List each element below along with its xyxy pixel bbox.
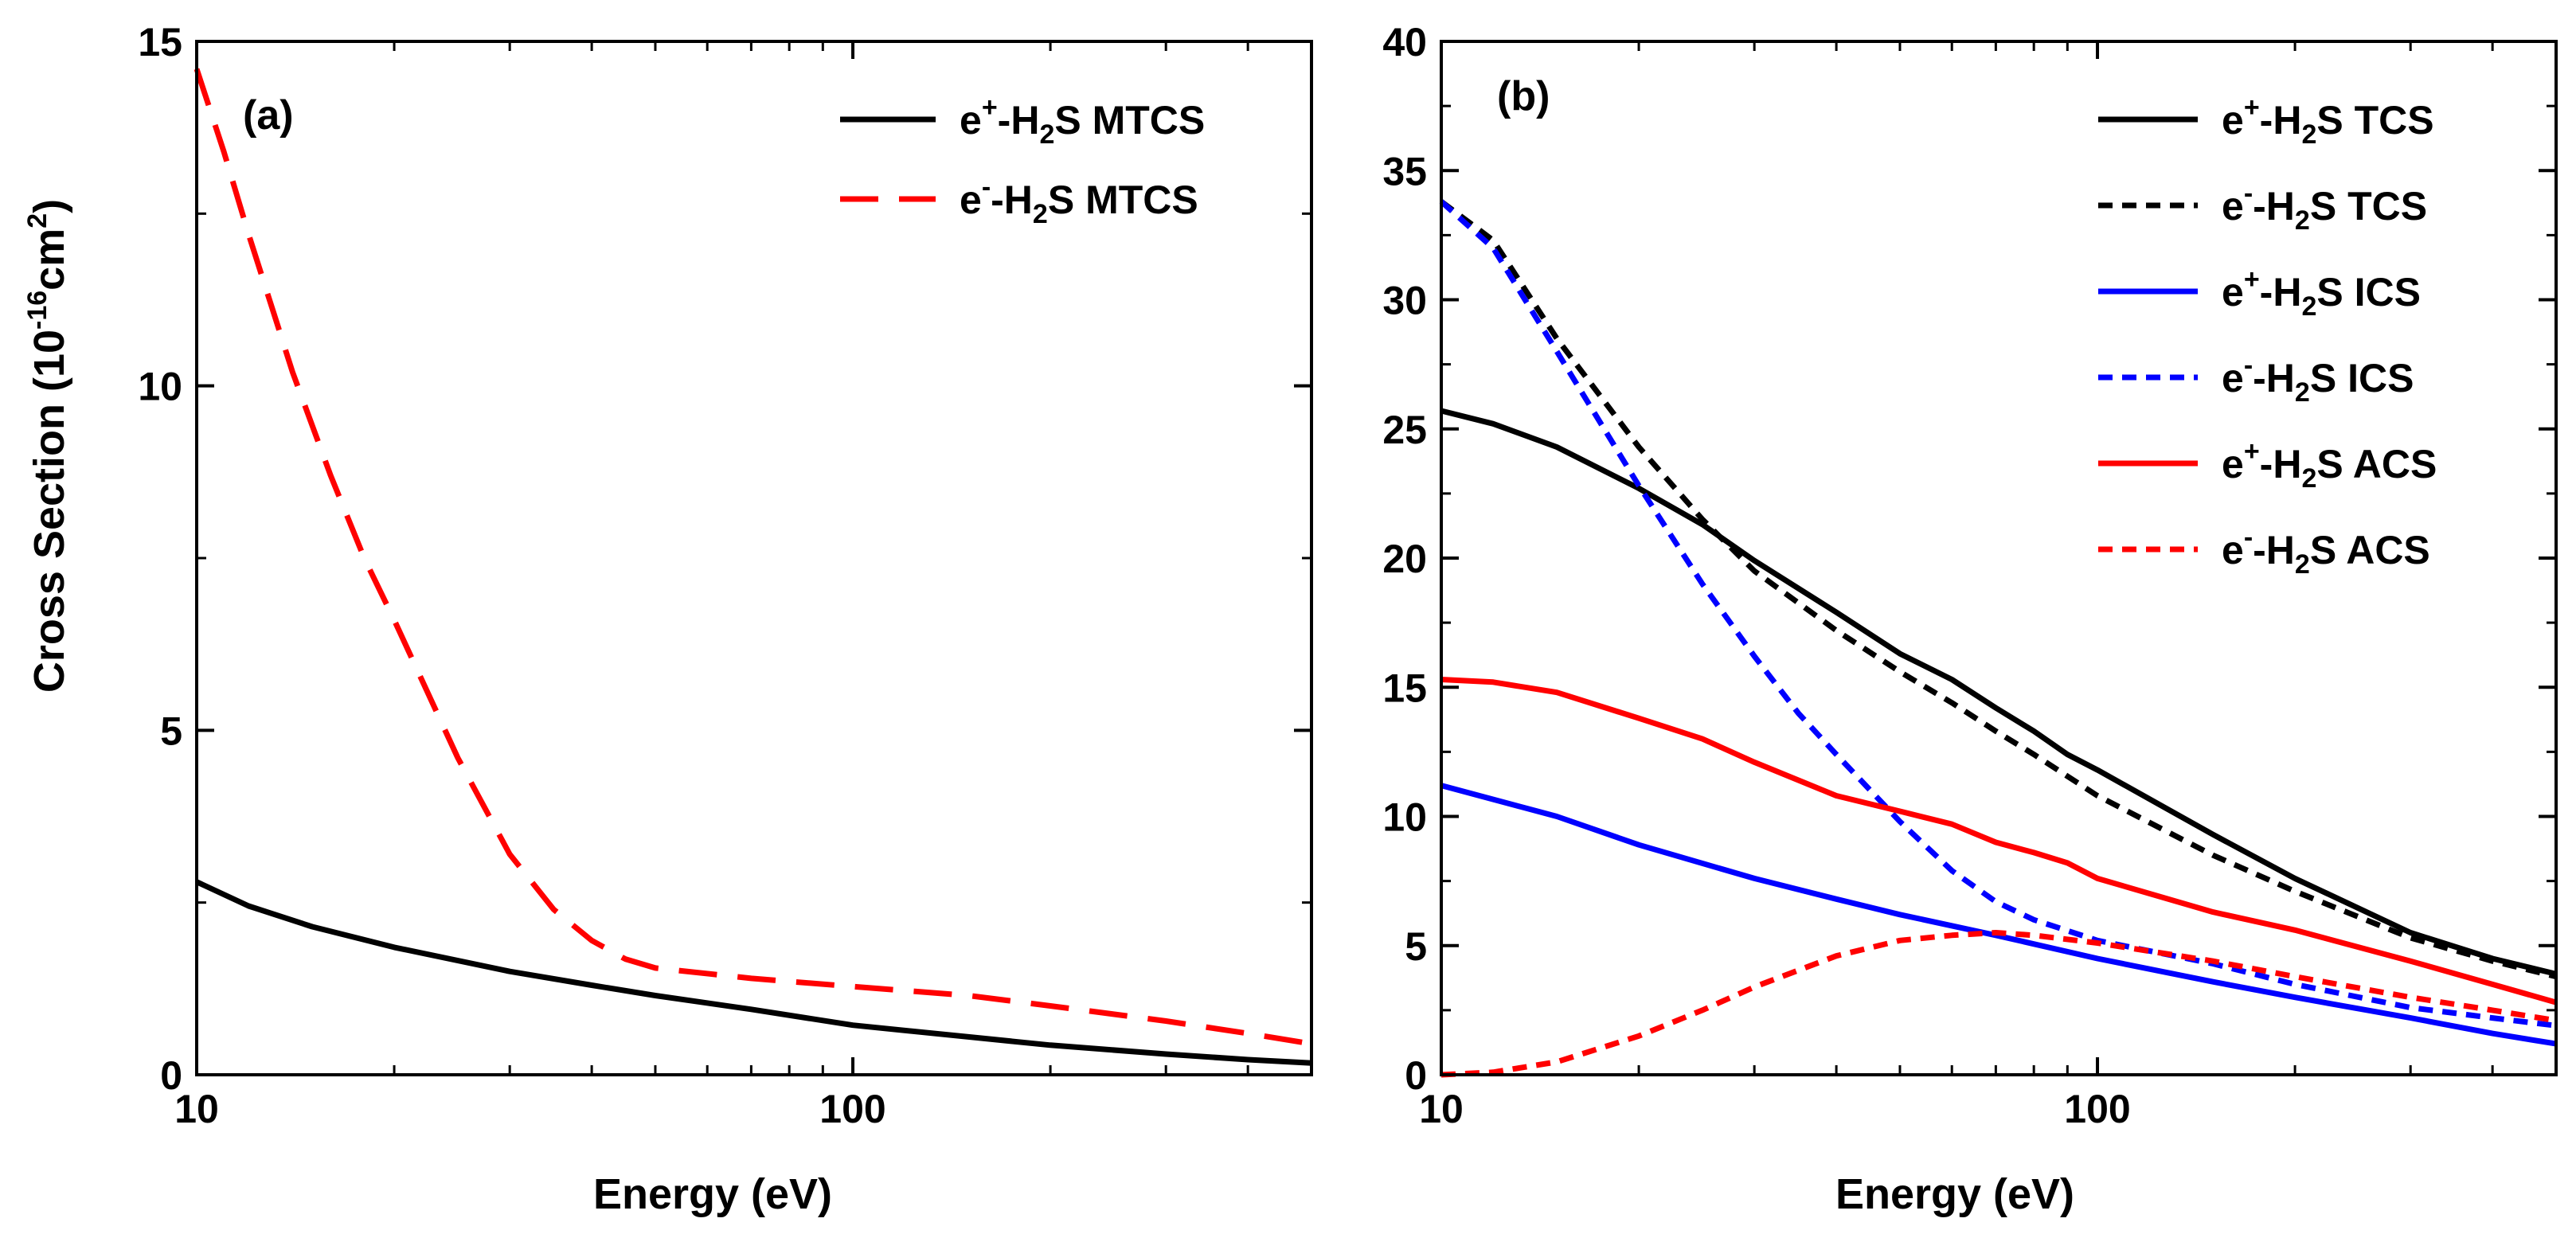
legend-part: S TCS xyxy=(2310,184,2427,228)
legend-part: -H xyxy=(2260,442,2302,486)
panel-b-ticks: 0 5 10 15 20 25 30 35 40 10 100 xyxy=(1382,20,2556,1131)
y-tick-label: 35 xyxy=(1382,149,1427,193)
legend-part: e xyxy=(2222,356,2244,400)
legend-part: S TCS xyxy=(2316,98,2433,143)
legend-part: e xyxy=(2222,442,2244,486)
panel-a-ticks: 0 5 10 15 10 100 xyxy=(138,20,1311,1131)
y-label-main: Cross Section (10 xyxy=(25,330,73,693)
y-tick-label: 30 xyxy=(1382,279,1427,323)
legend-label-2: e+-H2S ICS xyxy=(2222,264,2421,322)
legend-sub: 2 xyxy=(2295,549,2310,580)
legend-sup: + xyxy=(2244,92,2260,123)
legend-part: S ACS xyxy=(2310,528,2430,572)
legend-label-0: e+-H2S TCS xyxy=(2222,92,2434,150)
legend-part: S ACS xyxy=(2316,442,2437,486)
y-tick-label: 5 xyxy=(160,709,182,753)
legend-label-1: e--H2S MTCS xyxy=(960,172,1198,229)
legend-sub: 2 xyxy=(2301,463,2316,494)
legend-part: -H xyxy=(2253,528,2295,572)
legend-part: S ICS xyxy=(2316,270,2421,314)
y-tick-label: 15 xyxy=(1382,666,1427,710)
panel-b-series-line-4 xyxy=(1440,677,2557,1006)
legend-sup: + xyxy=(2244,436,2260,467)
legend-part: -H xyxy=(2260,270,2302,314)
legend-part: -H xyxy=(991,178,1033,222)
panel-a-cross-section-chart: 0 5 10 15 10 100 (a) Energy (eV) Cross Sectio… xyxy=(22,20,1313,1218)
legend-part: S MTCS xyxy=(1048,178,1198,222)
legend-sub: 2 xyxy=(1039,119,1054,150)
panel-a-label: (a) xyxy=(243,92,294,139)
legend-part: e xyxy=(960,98,982,143)
legend-label-3: e--H2S ICS xyxy=(2222,350,2414,408)
y-label-exp: -16 xyxy=(22,291,53,330)
x-tick-label: 10 xyxy=(1419,1087,1464,1131)
legend-sup: + xyxy=(982,92,998,123)
panel-b-label: (b) xyxy=(1497,73,1550,119)
panel-b-series-line-0 xyxy=(1440,408,2557,977)
panel-a-series-lines xyxy=(193,68,1312,1066)
panel-b-x-axis-label: Energy (eV) xyxy=(1835,1170,2074,1218)
legend-label-0: e+-H2S MTCS xyxy=(960,92,1205,150)
y-tick-label: 0 xyxy=(1405,1053,1427,1098)
legend-part: -H xyxy=(2253,356,2295,400)
x-tick-label: 100 xyxy=(2064,1087,2130,1131)
legend-part: -H xyxy=(2253,184,2295,228)
legend-part: e xyxy=(2222,270,2244,314)
y-tick-label: 15 xyxy=(138,20,182,64)
y-tick-label: 10 xyxy=(138,365,182,409)
y-tick-label: 40 xyxy=(1382,20,1427,64)
legend-sup: - xyxy=(2244,522,2253,553)
legend-sub: 2 xyxy=(2301,291,2316,322)
panel-b-series-line-2 xyxy=(1440,783,2557,1047)
panel-b-series-line-3 xyxy=(1439,199,2557,1029)
y-tick-label: 20 xyxy=(1382,537,1427,581)
legend-sub: 2 xyxy=(2301,119,2316,150)
legend-label-1: e--H2S TCS xyxy=(2222,178,2427,236)
legend-sub: 2 xyxy=(2295,205,2310,236)
legend-part: e xyxy=(2222,184,2244,228)
legend-sub: 2 xyxy=(2295,377,2310,408)
panel-a-x-axis-label: Energy (eV) xyxy=(593,1170,832,1218)
legend-label-4: e+-H2S ACS xyxy=(2222,436,2437,494)
y-tick-label: 0 xyxy=(160,1053,182,1098)
panel-a-series-line-0 xyxy=(195,879,1312,1066)
legend-part: e xyxy=(2222,528,2244,572)
legend-sup: - xyxy=(982,172,991,202)
legend-sup: + xyxy=(2244,264,2260,295)
panel-a-series-line-1 xyxy=(193,68,1312,1047)
panel-b-series-lines xyxy=(1439,199,2557,1078)
legend-part: S MTCS xyxy=(1054,98,1205,143)
legend-sup: - xyxy=(2244,350,2253,381)
legend-sup: - xyxy=(2244,178,2253,209)
legend-part: S ICS xyxy=(2310,356,2414,400)
y-label-close: ) xyxy=(25,199,73,213)
legend-part: -H xyxy=(998,98,1040,143)
legend-part: -H xyxy=(2260,98,2302,143)
legend-sub: 2 xyxy=(1033,199,1048,229)
panel-b-series-line-5 xyxy=(1440,930,2557,1078)
panel-b-series-line-1 xyxy=(1439,199,2557,980)
panel-a-y-axis-label: Cross Section (10-16cm2) xyxy=(22,199,73,693)
x-tick-label: 10 xyxy=(174,1087,219,1131)
y-tick-label: 10 xyxy=(1382,795,1427,840)
legend-part: e xyxy=(2222,98,2244,143)
y-label-unit-exp: 2 xyxy=(22,213,53,228)
y-tick-label: 5 xyxy=(1405,924,1427,969)
x-tick-label: 100 xyxy=(819,1087,885,1131)
legend-part: e xyxy=(960,178,982,222)
y-label-unit: cm xyxy=(25,228,73,291)
y-tick-label: 25 xyxy=(1382,408,1427,452)
legend-label-5: e--H2S ACS xyxy=(2222,522,2430,580)
